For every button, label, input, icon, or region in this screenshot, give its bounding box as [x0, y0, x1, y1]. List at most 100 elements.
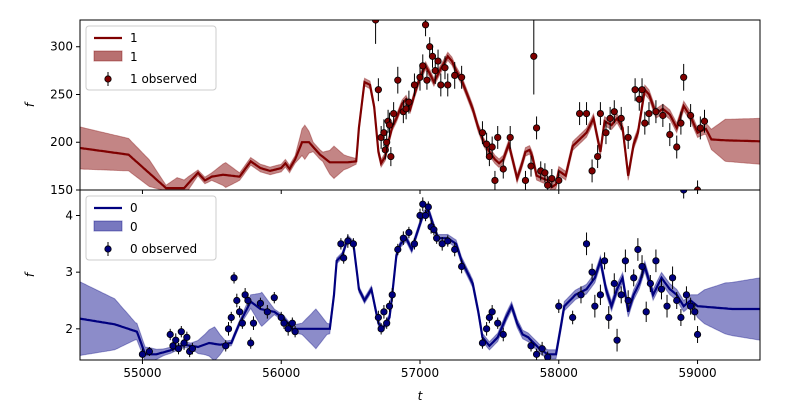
- data-point: [381, 146, 389, 154]
- data-point: [419, 200, 427, 208]
- legend-points-label: 0 observed: [130, 242, 197, 256]
- data-point: [340, 254, 348, 262]
- data-point: [402, 105, 410, 113]
- data-point: [652, 108, 660, 116]
- data-point: [555, 302, 563, 310]
- data-point: [659, 111, 667, 120]
- data-point: [613, 336, 621, 344]
- data-point: [227, 313, 235, 322]
- data-point: [145, 347, 153, 356]
- data-point: [696, 124, 704, 132]
- y-tick-label: 200: [50, 135, 73, 149]
- data-point: [394, 76, 402, 84]
- data-point: [183, 333, 191, 341]
- panel-0: 2 3 4 55000 56000 57000 58000 59000 f 0 0 0 observe…: [23, 189, 761, 380]
- legend-box: [85, 25, 217, 91]
- data-point: [600, 257, 609, 265]
- data-point: [582, 240, 591, 248]
- plot-area: [80, 190, 760, 360]
- data-point: [485, 152, 493, 161]
- data-point: [344, 237, 352, 245]
- data-point: [652, 257, 660, 265]
- data-point: [677, 119, 685, 127]
- data-point: [416, 73, 424, 81]
- data-point: [244, 296, 252, 305]
- data-point: [596, 109, 605, 118]
- data-point: [288, 319, 296, 327]
- legend-line-label: 0: [130, 201, 138, 215]
- data-point: [602, 129, 610, 137]
- data-point: [588, 167, 596, 175]
- data-point: [410, 81, 419, 89]
- data-point: [682, 291, 691, 299]
- legend-band-label: 0: [130, 220, 138, 234]
- x-tick-label: 59000: [678, 366, 716, 380]
- data-point: [380, 308, 388, 316]
- data-point: [421, 21, 430, 29]
- data-point: [399, 234, 407, 242]
- data-point: [499, 165, 507, 173]
- y-tick-label: 4: [65, 209, 73, 223]
- data-point: [521, 176, 530, 185]
- data-point: [458, 262, 466, 271]
- data-point: [663, 302, 671, 310]
- data-point: [630, 274, 638, 282]
- data-point: [499, 330, 507, 339]
- y-tick-label: 300: [50, 40, 73, 54]
- data-point: [430, 226, 438, 234]
- data-point: [544, 181, 552, 189]
- data-point: [569, 313, 577, 322]
- data-point: [284, 325, 292, 333]
- data-point: [668, 274, 677, 282]
- data-point: [624, 296, 632, 305]
- legend-band-swatch: [93, 220, 123, 232]
- data-point: [349, 240, 357, 248]
- data-point: [687, 302, 695, 310]
- data-point: [426, 43, 434, 51]
- data-point: [478, 339, 487, 347]
- data-point: [638, 86, 646, 94]
- data-point: [458, 73, 466, 81]
- data-point: [635, 95, 643, 103]
- y-tick-label: 250: [50, 87, 73, 101]
- data-point: [494, 133, 502, 142]
- data-point: [433, 234, 441, 242]
- data-point: [423, 76, 431, 84]
- data-point: [494, 319, 502, 327]
- data-point: [247, 339, 255, 347]
- y-axis-label: f: [23, 101, 37, 107]
- data-point: [691, 308, 699, 316]
- data-point: [428, 52, 437, 60]
- data-point: [233, 296, 241, 305]
- data-point: [657, 285, 666, 293]
- data-point: [424, 203, 432, 211]
- data-point: [280, 319, 288, 327]
- data-point: [532, 350, 541, 358]
- data-point: [641, 119, 649, 127]
- data-point: [577, 291, 585, 299]
- data-point: [387, 152, 395, 161]
- data-point: [610, 108, 618, 116]
- data-point: [410, 240, 419, 248]
- data-point: [483, 325, 491, 333]
- data-point: [230, 274, 238, 282]
- data-point: [666, 131, 674, 139]
- data-point: [390, 109, 398, 118]
- data-point: [172, 336, 180, 344]
- data-point: [541, 169, 549, 177]
- data-point: [544, 353, 552, 360]
- y-tick-label: 2: [65, 322, 73, 336]
- data-point: [488, 143, 496, 151]
- data-point: [385, 302, 394, 310]
- data-point: [532, 124, 541, 132]
- data-point: [700, 117, 709, 125]
- data-point: [631, 86, 639, 94]
- data-point: [380, 129, 388, 137]
- data-point: [548, 174, 556, 183]
- data-point: [606, 114, 614, 122]
- data-point: [374, 86, 382, 94]
- legend-box: [85, 195, 217, 261]
- data-point: [673, 296, 681, 305]
- data-point: [444, 81, 452, 89]
- data-point: [405, 98, 413, 106]
